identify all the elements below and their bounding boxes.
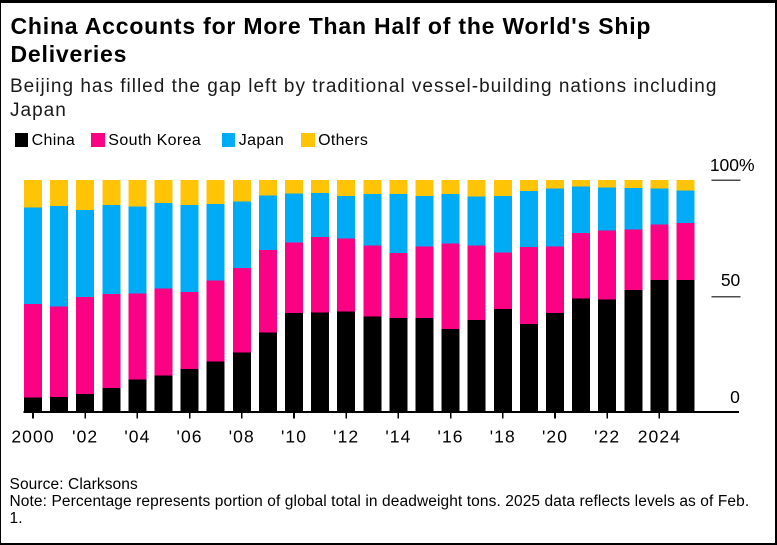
svg-text:2024: 2024 xyxy=(638,427,681,447)
svg-text:100%: 100% xyxy=(710,155,755,175)
svg-text:2000: 2000 xyxy=(11,427,54,447)
svg-text:'04: '04 xyxy=(124,427,150,447)
svg-text:'16: '16 xyxy=(438,427,464,447)
svg-text:'08: '08 xyxy=(229,427,255,447)
svg-text:50: 50 xyxy=(721,270,741,290)
svg-text:'02: '02 xyxy=(72,427,98,447)
svg-text:'20: '20 xyxy=(542,427,568,447)
svg-text:'14: '14 xyxy=(385,427,411,447)
svg-text:'10: '10 xyxy=(281,427,307,447)
svg-text:0: 0 xyxy=(730,387,740,407)
svg-text:'06: '06 xyxy=(177,427,203,447)
svg-text:'18: '18 xyxy=(490,427,516,447)
svg-text:'22: '22 xyxy=(594,427,620,447)
svg-text:'12: '12 xyxy=(333,427,359,447)
